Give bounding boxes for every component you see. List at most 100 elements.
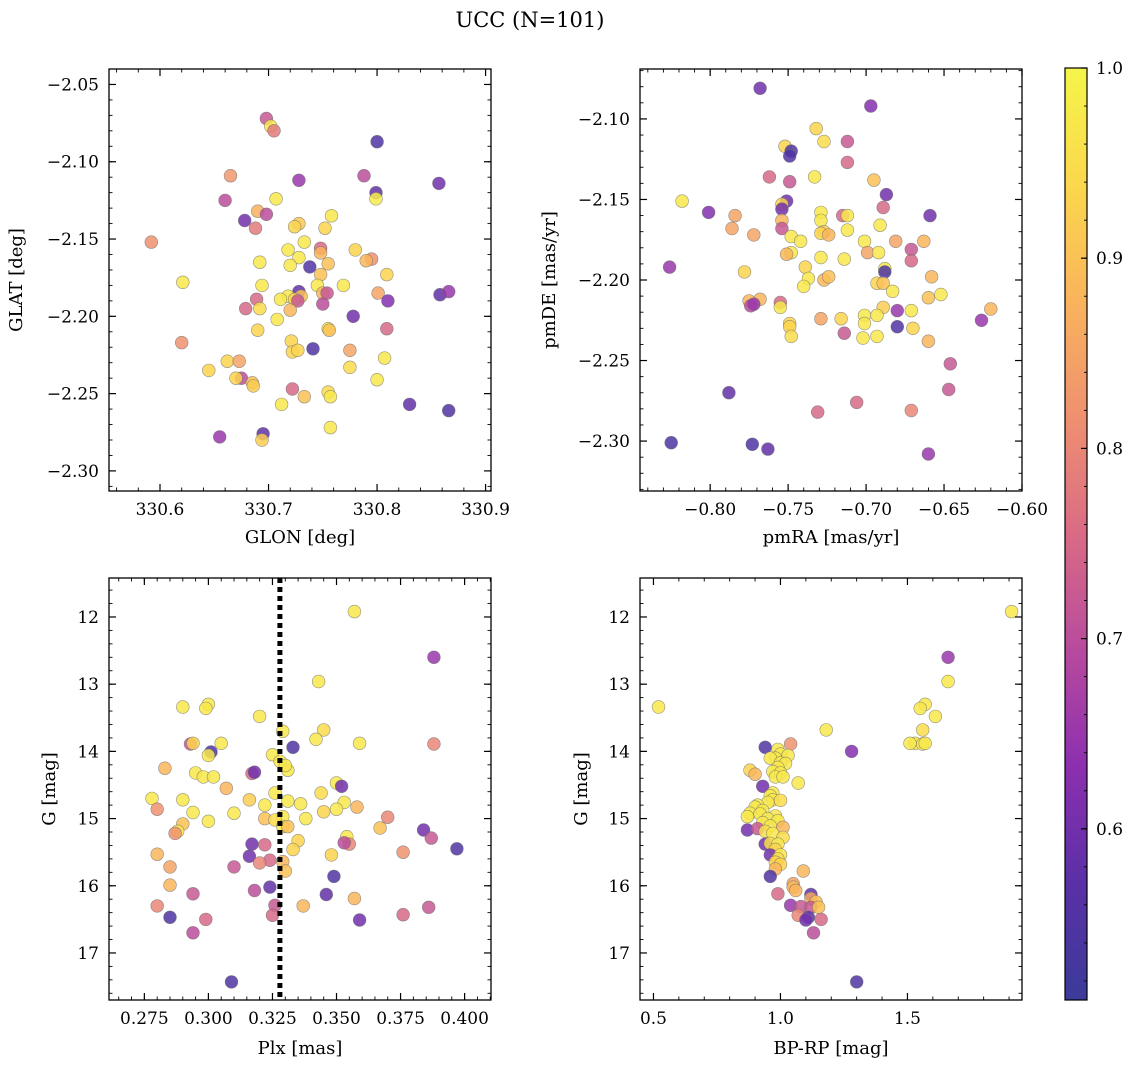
data-point [357, 169, 371, 183]
data-point [259, 207, 274, 222]
data-point [422, 900, 436, 914]
data-point [748, 767, 762, 781]
data-point [779, 247, 794, 261]
data-point [292, 173, 306, 188]
x-axis-label: BP-RP [mag] [773, 1038, 888, 1059]
colorbar-tick-label: 0.7 [1096, 630, 1123, 650]
y-tick-label: −2.25 [47, 385, 99, 405]
data-point [811, 900, 826, 914]
data-point [303, 260, 317, 274]
colorbar-bar [1064, 67, 1088, 1001]
data-point [809, 121, 823, 136]
data-point [246, 379, 261, 393]
axes-ticks: 330.6 330.7 330.8 330.9 −2.05 −2.10 −2.15 −2.20… [47, 68, 510, 520]
data-point [701, 205, 716, 220]
data-point [849, 975, 864, 989]
colorbar-tick-label: 0.9 [1096, 249, 1123, 269]
data-point [771, 887, 785, 901]
data-point [873, 218, 887, 232]
panel-bprp-g: 0.5 1.0 1.5 12 13 14 15 16 17 BP-RP [mag] G [mag… [571, 577, 1023, 1059]
data-point [347, 891, 362, 906]
y-tick-label: −2.30 [47, 462, 99, 482]
data-point [904, 254, 918, 268]
data-point [740, 809, 755, 824]
data-point [337, 836, 351, 850]
data-point [281, 794, 295, 808]
data-point [199, 912, 213, 927]
data-point [432, 176, 446, 191]
data-point [904, 242, 918, 257]
data-point [281, 819, 295, 834]
data-point [921, 291, 936, 305]
data-point [319, 887, 333, 902]
x-axis-label: Plx [mas] [258, 1038, 343, 1059]
data-point [253, 301, 267, 316]
colorbar-tick-label: 1.0 [1096, 59, 1123, 79]
data-point [346, 309, 360, 323]
data-point [806, 926, 821, 940]
data-point [352, 736, 367, 750]
data-point [287, 220, 302, 234]
data-point [201, 814, 216, 828]
y-tick-label: −2.20 [47, 307, 99, 327]
data-point [844, 744, 859, 759]
data-point [321, 257, 335, 271]
data-point [870, 308, 884, 323]
data-point [377, 351, 392, 365]
data-point [381, 294, 395, 308]
axes-ticks: −0.80 −0.75 −0.70 −0.65 −0.60 −2.10 −2.15 −2.20… [578, 69, 1048, 520]
data-point [297, 235, 311, 249]
data-point [810, 405, 825, 419]
data-point [784, 329, 798, 344]
data-point [163, 878, 177, 892]
data-point [737, 265, 752, 279]
data-point [928, 709, 943, 724]
data-point [150, 899, 164, 913]
data-point [814, 312, 828, 326]
data-point [186, 887, 200, 901]
data-point [791, 776, 805, 790]
data-point [176, 275, 190, 289]
x-tick-label: 330.9 [461, 500, 510, 520]
x-axis-label: GLON [deg] [245, 527, 355, 548]
data-point [286, 740, 300, 754]
x-tick-label: 0.300 [184, 1009, 233, 1029]
data-point [943, 357, 957, 371]
data-point [814, 250, 828, 265]
data-point [370, 135, 384, 149]
y-tick-label: −2.05 [47, 75, 99, 95]
data-point [788, 883, 803, 898]
data-point [186, 805, 200, 820]
data-point [336, 278, 351, 293]
data-point [984, 302, 998, 316]
data-point [296, 899, 310, 913]
data-point [293, 797, 308, 811]
y-tick-label: −2.15 [47, 230, 99, 250]
data-point [442, 403, 456, 418]
data-point [380, 267, 394, 282]
y-tick-label: 12 [77, 608, 99, 628]
data-point [269, 192, 283, 206]
data-point [163, 860, 177, 874]
x-tick-label: 330.8 [353, 500, 402, 520]
data-point [322, 323, 336, 337]
y-tick-label: 17 [77, 944, 99, 964]
axes-ticks: 0.5 1.0 1.5 12 13 14 15 16 17 [608, 578, 1022, 1029]
data-point [314, 786, 328, 800]
data-point [347, 604, 362, 619]
x-axis-label: pmRA [mas/yr] [763, 527, 900, 548]
y-tick-label: −2.10 [47, 153, 99, 173]
y-tick-label: 15 [77, 810, 99, 830]
data-point [755, 779, 770, 793]
data-point [941, 382, 956, 397]
data-point [442, 284, 456, 299]
data-point [796, 864, 810, 878]
data-point [821, 270, 836, 284]
data-point [941, 674, 955, 689]
data-point [857, 234, 872, 249]
data-point [144, 235, 159, 249]
panel-glon-glat: 330.6 330.7 330.8 330.9 −2.05 −2.10 −2.15 −2.20… [6, 68, 510, 548]
data-point [921, 447, 936, 461]
data-point [232, 354, 246, 368]
data-point [775, 221, 789, 236]
